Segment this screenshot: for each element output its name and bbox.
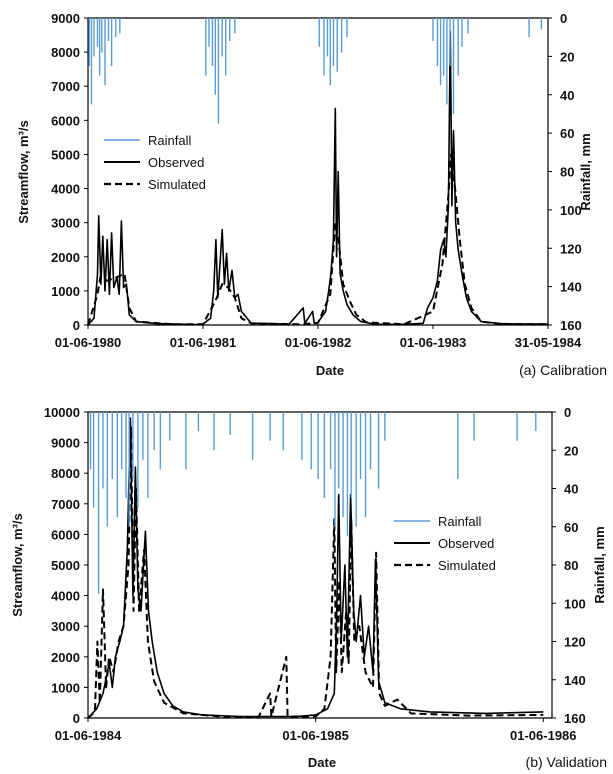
y-tick-label: 4000 — [51, 589, 80, 604]
observed-series-line — [87, 30, 548, 326]
x-axis-title: Date — [316, 363, 344, 378]
legend: Rainfall Observed Simulated — [104, 133, 206, 192]
y-tick-label: 8000 — [51, 45, 80, 60]
y2-tick-label: 20 — [560, 49, 574, 64]
legend-simulated-label: Simulated — [148, 177, 206, 192]
legend-rainfall-label: Rainfall — [148, 133, 191, 148]
panel-label-validation: (b) Validation — [526, 754, 607, 770]
y-tick-label: 2000 — [51, 650, 80, 665]
y-tick-label: 9000 — [51, 436, 80, 451]
x-tick-label: 01-06-1985 — [282, 728, 349, 743]
y2-tick-label: 80 — [564, 558, 578, 573]
simulated-series-line — [87, 426, 544, 719]
y2-tick-label: 0 — [564, 405, 571, 420]
y2-tick-label: 20 — [564, 443, 578, 458]
y2-axis-title: Rainfall, mm — [578, 133, 593, 210]
legend-observed-label: Observed — [438, 536, 494, 551]
x-axis-title: Date — [308, 755, 336, 770]
x-tick-label: 01-06-1986 — [510, 728, 577, 743]
legend: Rainfall Observed Simulated — [394, 514, 496, 573]
y-tick-label: 7000 — [51, 79, 80, 94]
legend-simulated-label: Simulated — [438, 558, 496, 573]
observed-series-line — [87, 417, 544, 719]
y2-tick-label: 100 — [564, 596, 586, 611]
y2-tick-label: 40 — [560, 88, 574, 103]
y2-tick-label: 60 — [564, 520, 578, 535]
y-tick-label: 3000 — [51, 216, 80, 231]
y-tick-label: 8000 — [51, 466, 80, 481]
y-axis-title: Streamflow, m³/s — [10, 513, 25, 617]
x-tick-label: 01-06-1981 — [170, 335, 237, 350]
y-tick-label: 3000 — [51, 619, 80, 634]
y2-tick-label: 160 — [564, 711, 586, 726]
validation-panel: (b) Validation Date Streamflow, m³/s Rai… — [10, 405, 607, 770]
y-tick-label: 0 — [73, 711, 80, 726]
y2-tick-label: 40 — [564, 482, 578, 497]
y-tick-label: 0 — [73, 318, 80, 333]
y-tick-label: 6000 — [51, 113, 80, 128]
y2-tick-label: 120 — [560, 241, 582, 256]
y2-tick-label: 0 — [560, 11, 567, 26]
y2-axis-title: Rainfall, mm — [592, 526, 607, 603]
x-tick-label: 01-06-1980 — [55, 335, 122, 350]
legend-observed-label: Observed — [148, 155, 204, 170]
simulated-series-line — [87, 153, 549, 326]
y-tick-label: 5000 — [51, 558, 80, 573]
y2-tick-label: 80 — [560, 165, 574, 180]
y-tick-label: 4000 — [51, 182, 80, 197]
y-tick-label: 10000 — [44, 405, 80, 420]
y2-tick-label: 160 — [560, 318, 582, 333]
panel-label-calibration: (a) Calibration — [519, 362, 607, 378]
y-tick-label: 2000 — [51, 250, 80, 265]
y2-tick-label: 60 — [560, 126, 574, 141]
y-tick-label: 1000 — [51, 680, 80, 695]
y2-tick-label: 140 — [564, 673, 586, 688]
y-tick-label: 1000 — [51, 284, 80, 299]
y-axis-title: Streamflow, m³/s — [16, 120, 31, 224]
calibration-panel: (a) Calibration Date Streamflow, m³/s Ra… — [16, 11, 607, 378]
x-tick-label: 01-06-1984 — [55, 728, 122, 743]
y2-tick-label: 140 — [560, 280, 582, 295]
legend-rainfall-label: Rainfall — [438, 514, 481, 529]
y-tick-label: 6000 — [51, 527, 80, 542]
y-tick-label: 7000 — [51, 497, 80, 512]
x-tick-label: 01-06-1983 — [400, 335, 467, 350]
x-tick-label: 01-06-1982 — [285, 335, 352, 350]
y-tick-label: 9000 — [51, 11, 80, 26]
y2-tick-label: 100 — [560, 203, 582, 218]
y2-tick-label: 120 — [564, 635, 586, 650]
y-tick-label: 5000 — [51, 147, 80, 162]
x-tick-label: 31-05-1984 — [515, 335, 582, 350]
